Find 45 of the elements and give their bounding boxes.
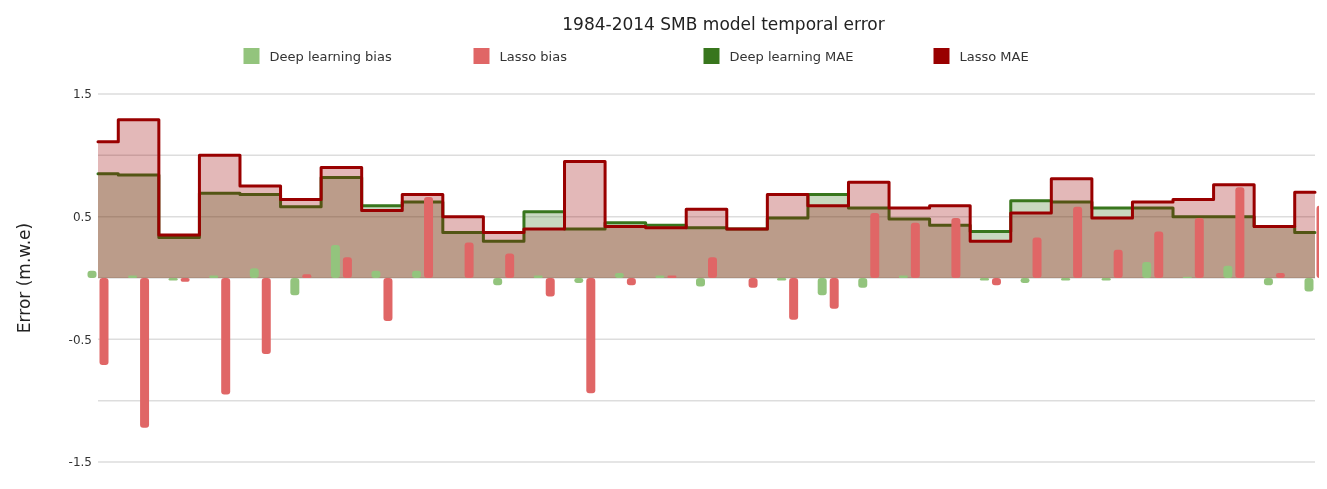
bar — [1223, 265, 1233, 278]
bar — [505, 253, 515, 278]
bar — [424, 197, 434, 278]
bar — [290, 278, 300, 296]
bar — [383, 278, 393, 321]
bar — [261, 278, 271, 355]
bar — [708, 257, 717, 278]
bar — [858, 278, 868, 288]
bar — [1032, 237, 1042, 278]
y-axis-title: Error (m.w.e) — [14, 222, 34, 334]
bar — [99, 278, 109, 366]
bar — [464, 242, 474, 278]
bar — [586, 278, 596, 394]
bar — [1154, 231, 1164, 278]
bar — [696, 278, 705, 287]
y-tick-label: 0.5 — [72, 209, 92, 224]
bar — [951, 217, 961, 278]
chart-title: 1984-2014 SMB model temporal error — [562, 14, 885, 34]
bar — [1275, 273, 1285, 278]
bar — [829, 278, 839, 309]
bar — [789, 278, 799, 320]
bar — [249, 268, 259, 278]
bar — [1142, 262, 1152, 278]
bar — [614, 273, 624, 278]
y-tick-label: -0.5 — [68, 332, 92, 347]
bar — [910, 222, 920, 278]
bar — [1304, 278, 1314, 292]
bar — [221, 278, 231, 395]
bar — [140, 278, 150, 428]
y-tick-label: 1.5 — [72, 87, 92, 102]
bar — [870, 212, 880, 278]
bar — [342, 257, 352, 278]
y-tick-label: -1.5 — [68, 455, 92, 470]
bar — [748, 278, 758, 288]
bar — [1073, 206, 1083, 278]
bar — [1194, 217, 1204, 278]
bar — [1113, 249, 1123, 278]
bar — [545, 278, 555, 297]
legend-label: Lasso bias — [499, 49, 568, 64]
bar — [330, 244, 340, 278]
legend-label: Lasso MAE — [959, 49, 1029, 64]
legend-label: Deep learning MAE — [729, 49, 854, 64]
bar — [817, 278, 827, 296]
legend-label: Deep learning bias — [269, 49, 392, 64]
bar — [1235, 187, 1245, 278]
